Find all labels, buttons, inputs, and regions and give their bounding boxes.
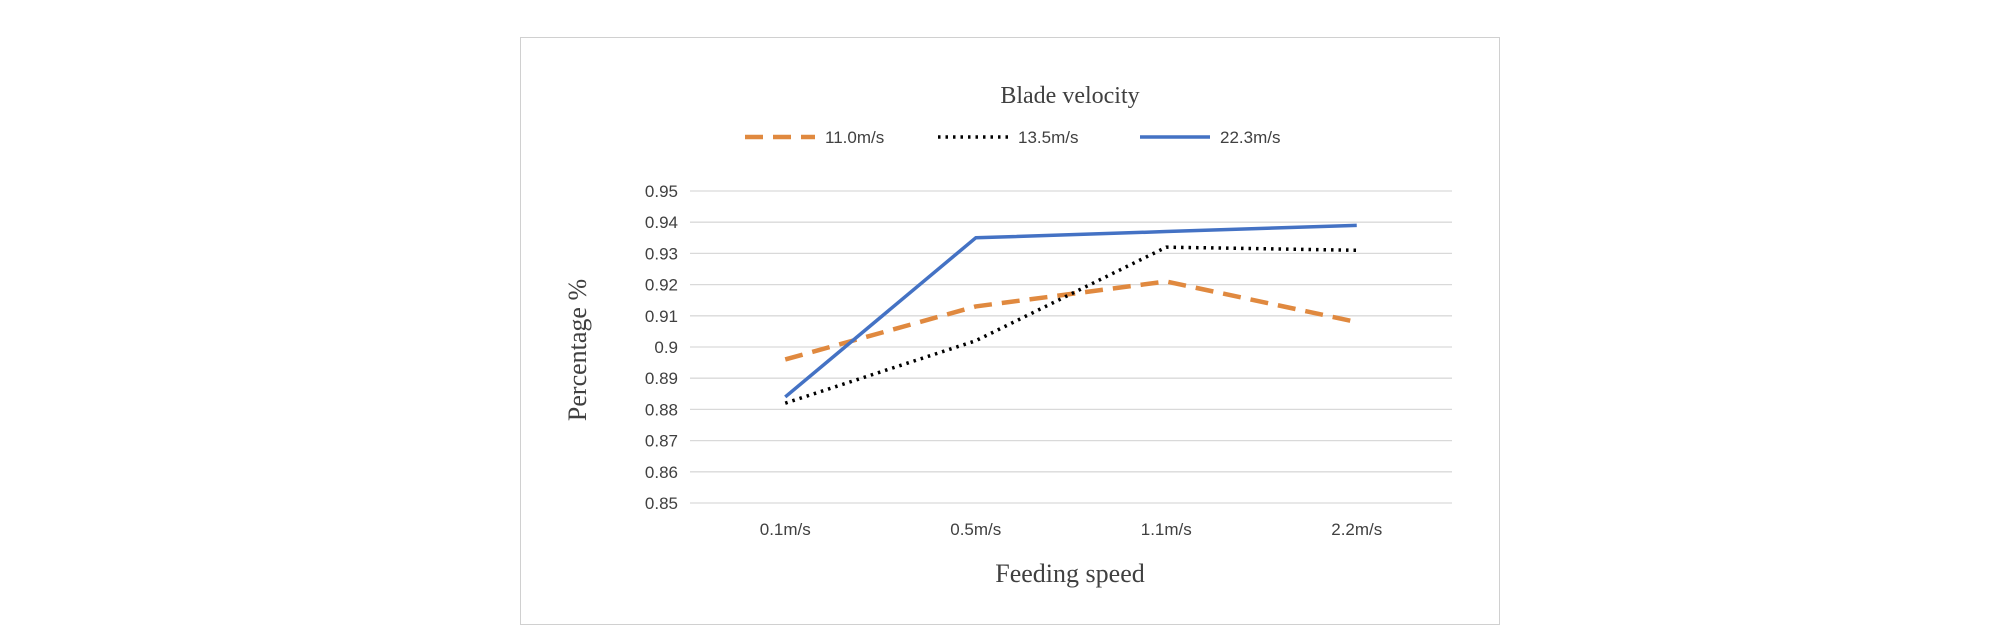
y-tick-label: 0.92 (645, 276, 678, 295)
x-tick-label: 2.2m/s (1331, 520, 1382, 539)
y-tick-label: 0.88 (645, 400, 678, 419)
chart-frame (520, 37, 1500, 625)
y-tick-label: 0.91 (645, 307, 678, 326)
series-line-11.0m/s (784, 279, 1358, 362)
series-line-22.3m/s (784, 223, 1357, 399)
legend-label: 13.5m/s (1018, 128, 1078, 147)
legend-title: Blade velocity (1000, 83, 1139, 109)
y-tick-label: 0.87 (645, 432, 678, 451)
y-tick-label: 0.86 (645, 463, 678, 482)
y-axis-ticks: 0.95 0.94 0.93 0.92 0.91 0.9 0.89 0.88 0.87 0.86 0… (645, 182, 678, 513)
y-tick-label: 0.94 (645, 213, 678, 232)
y-axis-label: Percentage % (563, 279, 592, 421)
x-tick-label: 0.5m/s (950, 520, 1001, 539)
y-tick-label: 0.89 (645, 369, 678, 388)
legend: 11.0m/s 13.5m/s 22.3m/s (745, 128, 1280, 147)
legend-label: 22.3m/s (1220, 128, 1280, 147)
x-tick-label: 0.1m/s (760, 520, 811, 539)
legend-label: 11.0m/s (825, 128, 884, 147)
y-tick-label: 0.93 (645, 244, 678, 263)
series-lines (784, 223, 1358, 405)
x-tick-label: 1.1m/s (1141, 520, 1192, 539)
y-tick-label: 0.9 (654, 338, 678, 357)
y-tick-label: 0.95 (645, 182, 678, 201)
x-axis-ticks: 0.1m/s 0.5m/s 1.1m/s 2.2m/s (760, 520, 1383, 539)
gridlines (690, 190, 1452, 504)
y-tick-label: 0.85 (645, 494, 678, 513)
x-axis-label: Feeding speed (995, 559, 1144, 588)
